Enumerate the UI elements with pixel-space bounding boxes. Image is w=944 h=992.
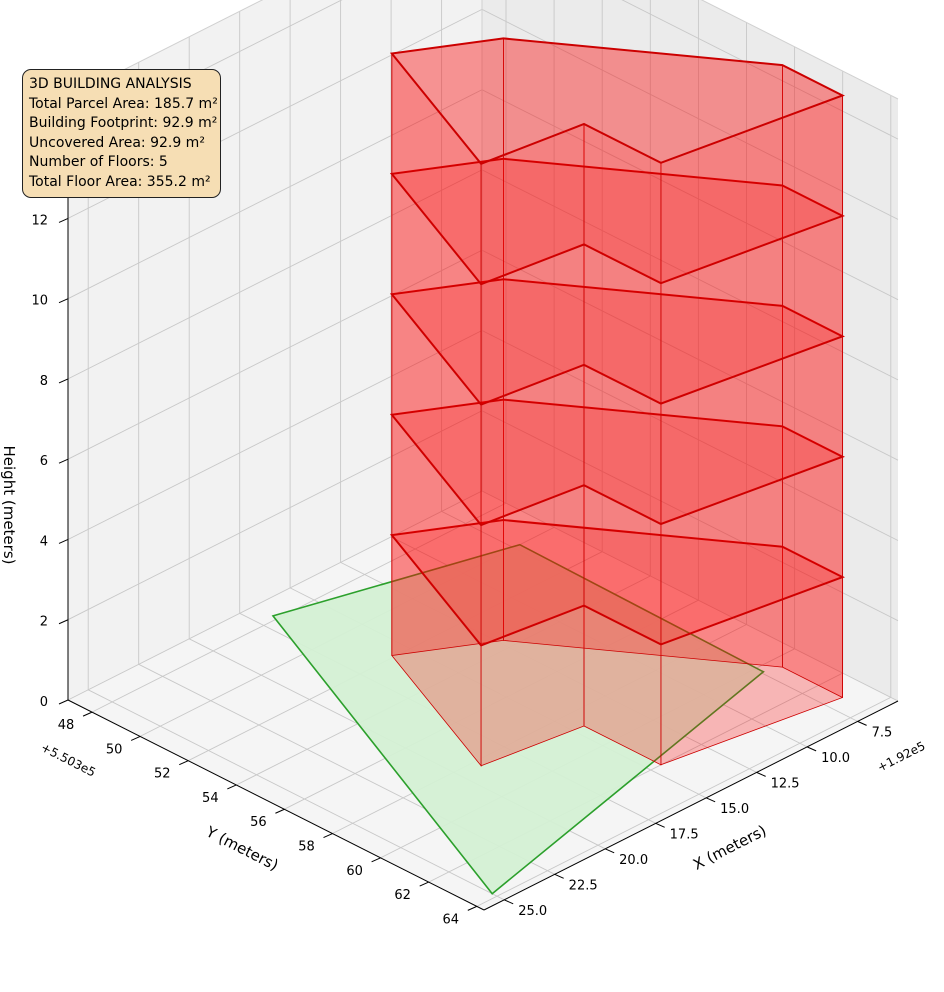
z-tick-label: 6 (40, 454, 48, 469)
y-tick-label: 58 (298, 840, 315, 855)
y-tick (82, 711, 93, 717)
x-tick-label: 25.0 (518, 904, 547, 919)
y-tick (467, 905, 477, 911)
y-tick-label: 64 (443, 912, 460, 927)
z-tick (58, 378, 69, 384)
x-axis-line (483, 700, 899, 911)
y-tick (371, 857, 381, 863)
x-tick (756, 771, 766, 777)
back-right-pane (482, 0, 898, 701)
z-tick (58, 539, 69, 544)
y-tick (275, 808, 285, 814)
y-tick (130, 735, 141, 741)
x-axis-label: X (meters) (690, 821, 769, 873)
parcel-platform (271, 543, 765, 895)
info-box: 3D BUILDING ANALYSIS Total Parcel Area: … (22, 69, 221, 198)
plot-area (271, 37, 845, 895)
building-floor-4 (389, 157, 845, 406)
x-tick (857, 720, 867, 726)
z-tick-label: 8 (40, 374, 48, 389)
y-tick-label: 62 (394, 888, 411, 903)
building-slab (389, 37, 845, 165)
y-tick-label: 48 (58, 718, 75, 733)
y-tick (323, 833, 333, 838)
x-tick (554, 873, 564, 879)
z-tick (58, 458, 69, 464)
y-tick-label: 56 (250, 815, 267, 830)
y-tick-label: 54 (202, 791, 219, 806)
y-axis-label: Y (meters) (202, 822, 281, 874)
z-tick (58, 298, 69, 304)
y-tick (227, 784, 237, 790)
z-tick-label: 0 (40, 695, 48, 710)
x-tick-label: 10.0 (821, 751, 850, 766)
x-offset-label: +1.92e5 (875, 739, 928, 775)
y-tick-label: 50 (106, 742, 123, 757)
y-tick-label: 52 (154, 767, 171, 782)
x-tick-label: 20.0 (619, 853, 648, 868)
info-line: Total Floor Area: 355.2 m² (29, 173, 211, 190)
z-tick-label: 12 (31, 213, 48, 228)
y-tick-label: 60 (346, 864, 363, 879)
building-floor-1 (389, 518, 845, 767)
z-tick (58, 699, 69, 705)
x-tick (604, 848, 615, 854)
pane-top-edge (67, 0, 899, 100)
info-line: Uncovered Area: 92.9 m² (29, 134, 205, 151)
info-line: Number of Floors: 5 (29, 154, 168, 171)
grid-line-z (67, 0, 899, 140)
y-axis-line (67, 699, 485, 911)
x-tick-label: 12.5 (771, 776, 800, 791)
z-tick-label: 2 (40, 615, 48, 630)
info-line: 3D BUILDING ANALYSIS (29, 76, 192, 92)
x-tick-label: 22.5 (569, 878, 598, 893)
y-offset-label: +5.503e5 (39, 740, 98, 779)
y-tick (419, 881, 429, 887)
x-tick (503, 899, 514, 905)
z-tick (58, 619, 69, 625)
z-axis-label: Height (meters) (0, 446, 18, 565)
building-floor-2 (389, 398, 845, 647)
z-tick (58, 217, 69, 223)
info-line: Building Footprint: 92.9 m² (29, 115, 218, 132)
z-tick-label: 4 (40, 534, 48, 549)
x-tick (655, 822, 665, 828)
x-tick (705, 797, 716, 803)
x-tick-label: 7.5 (872, 725, 893, 740)
info-line: Total Parcel Area: 185.7 m² (29, 95, 218, 112)
x-tick (806, 746, 817, 752)
z-tick-label: 10 (31, 294, 48, 309)
x-tick-label: 17.5 (670, 827, 699, 842)
x-tick-label: 15.0 (720, 802, 749, 817)
building-floor-5 (389, 37, 845, 286)
y-tick (179, 760, 189, 766)
